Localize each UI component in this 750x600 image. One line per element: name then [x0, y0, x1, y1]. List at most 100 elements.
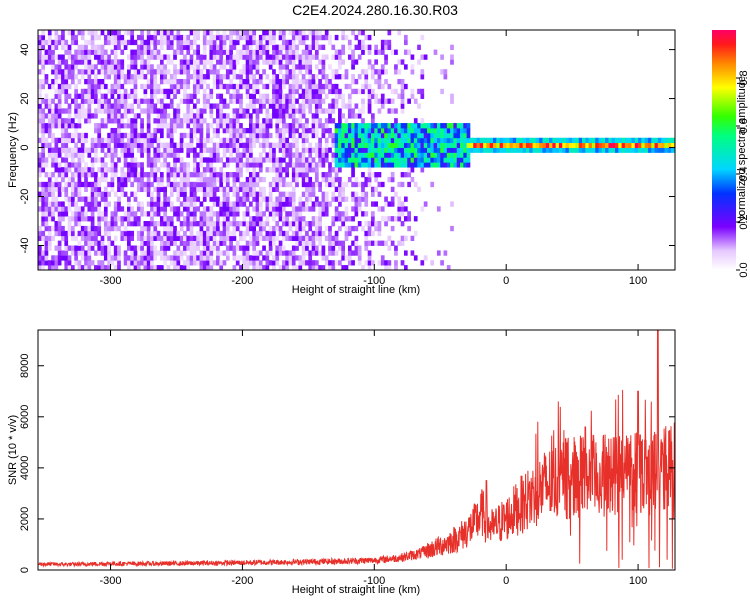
heatmap-cell: [387, 83, 392, 90]
heatmap-cell: [183, 221, 187, 227]
heatmap-cell: [364, 123, 369, 129]
heatmap-cell: [328, 83, 332, 90]
heatmap-cell: [64, 49, 69, 55]
heatmap-cell: [38, 44, 42, 50]
heatmap-cell: [400, 137, 405, 144]
heatmap-cell: [258, 123, 263, 129]
heatmap-cell: [94, 206, 98, 212]
heatmap-cell: [143, 98, 148, 104]
heatmap-cell: [308, 255, 313, 261]
heatmap-cell: [229, 49, 233, 55]
heatmap-cell: [403, 206, 408, 212]
heatmap-cell: [397, 216, 402, 222]
heatmap-cell: [367, 230, 372, 237]
heatmap-cell: [140, 137, 144, 144]
heatmap-cell: [644, 147, 649, 153]
heatmap-cell: [206, 127, 210, 134]
heatmap-cell: [397, 181, 402, 188]
heatmap-cell: [305, 172, 309, 178]
heatmap-cell: [351, 152, 355, 158]
heatmap-cell: [367, 98, 372, 104]
heatmap-cell: [70, 59, 75, 65]
heatmap-cell: [291, 34, 296, 41]
heatmap-cell: [410, 127, 415, 134]
heatmap-cell: [278, 64, 283, 70]
heatmap-cell: [575, 142, 580, 148]
heatmap-cell: [173, 118, 177, 124]
heatmap-cell: [150, 235, 154, 242]
heatmap-cell: [242, 132, 247, 139]
heatmap-cell: [117, 181, 121, 188]
heatmap-cell: [298, 34, 303, 41]
heatmap-cell: [374, 221, 378, 227]
heatmap-cell: [192, 172, 197, 178]
heatmap-cell: [387, 235, 392, 242]
heatmap-cell: [249, 44, 253, 50]
heatmap-cell: [123, 147, 128, 153]
heatmap-cell: [288, 74, 293, 80]
heatmap-cell: [361, 172, 365, 178]
heatmap-cell: [364, 221, 369, 227]
heatmap-cell: [308, 93, 313, 99]
heatmap-cell: [140, 54, 144, 60]
heatmap-cell: [242, 147, 247, 153]
heatmap-cell: [41, 260, 45, 266]
heatmap-cell: [159, 152, 164, 158]
heatmap-cell: [301, 137, 306, 144]
heatmap-cell: [305, 78, 309, 85]
heatmap-cell: [361, 103, 365, 109]
heatmap-cell: [94, 137, 98, 144]
heatmap-cell: [74, 142, 78, 148]
heatmap-cell: [268, 118, 273, 124]
heatmap-cell: [186, 201, 191, 207]
heatmap-cell: [249, 118, 253, 124]
heatmap-cell: [440, 162, 444, 168]
heatmap-cell: [387, 162, 392, 168]
heatmap-cell: [107, 69, 111, 75]
heatmap-cell: [222, 103, 227, 109]
heatmap-cell: [301, 255, 306, 261]
heatmap-cell: [242, 30, 247, 36]
heatmap-cell: [84, 113, 88, 119]
snr-x-label: Height of straight line (km): [292, 584, 420, 596]
heatmap-cell: [140, 132, 144, 139]
heatmap-cell: [41, 221, 45, 227]
heatmap-cell: [394, 118, 398, 124]
heatmap-cell: [202, 186, 207, 193]
snr-y-label: SNR (10 * v/v): [7, 415, 19, 485]
heatmap-cell: [166, 123, 171, 129]
heatmap-cell: [361, 98, 365, 104]
heatmap-cell: [44, 191, 49, 197]
heatmap-cell: [57, 152, 62, 158]
heatmap-cell: [199, 176, 204, 183]
heatmap-cell: [354, 201, 359, 207]
heatmap-cell: [166, 127, 171, 134]
heatmap-cell: [308, 49, 313, 55]
heatmap-cell: [54, 152, 59, 158]
heatmap-cell: [156, 235, 161, 242]
heatmap-cell: [295, 123, 299, 129]
heatmap-cell: [41, 98, 45, 104]
heatmap-cell: [252, 123, 257, 129]
heatmap-cell: [281, 235, 286, 242]
heatmap-cell: [70, 34, 75, 41]
heatmap-cell: [216, 225, 220, 232]
heatmap-cell: [113, 54, 118, 60]
heatmap-cell: [400, 83, 405, 90]
heatmap-cell: [127, 69, 131, 75]
heatmap-cell: [219, 157, 224, 163]
heatmap-cell: [166, 235, 171, 242]
heatmap-cell: [70, 152, 75, 158]
heatmap-cell: [196, 260, 200, 266]
heatmap-cell: [222, 118, 227, 124]
heatmap-cell: [265, 30, 270, 36]
heatmap-cell: [74, 186, 78, 193]
heatmap-cell: [103, 54, 108, 60]
heatmap-cell: [130, 78, 135, 85]
heatmap-cell: [225, 123, 230, 129]
heatmap-cell: [133, 167, 138, 173]
heatmap-cell: [255, 196, 260, 202]
heatmap-cell: [67, 147, 72, 153]
heatmap-cell: [103, 103, 108, 109]
heatmap-cell: [199, 225, 204, 232]
